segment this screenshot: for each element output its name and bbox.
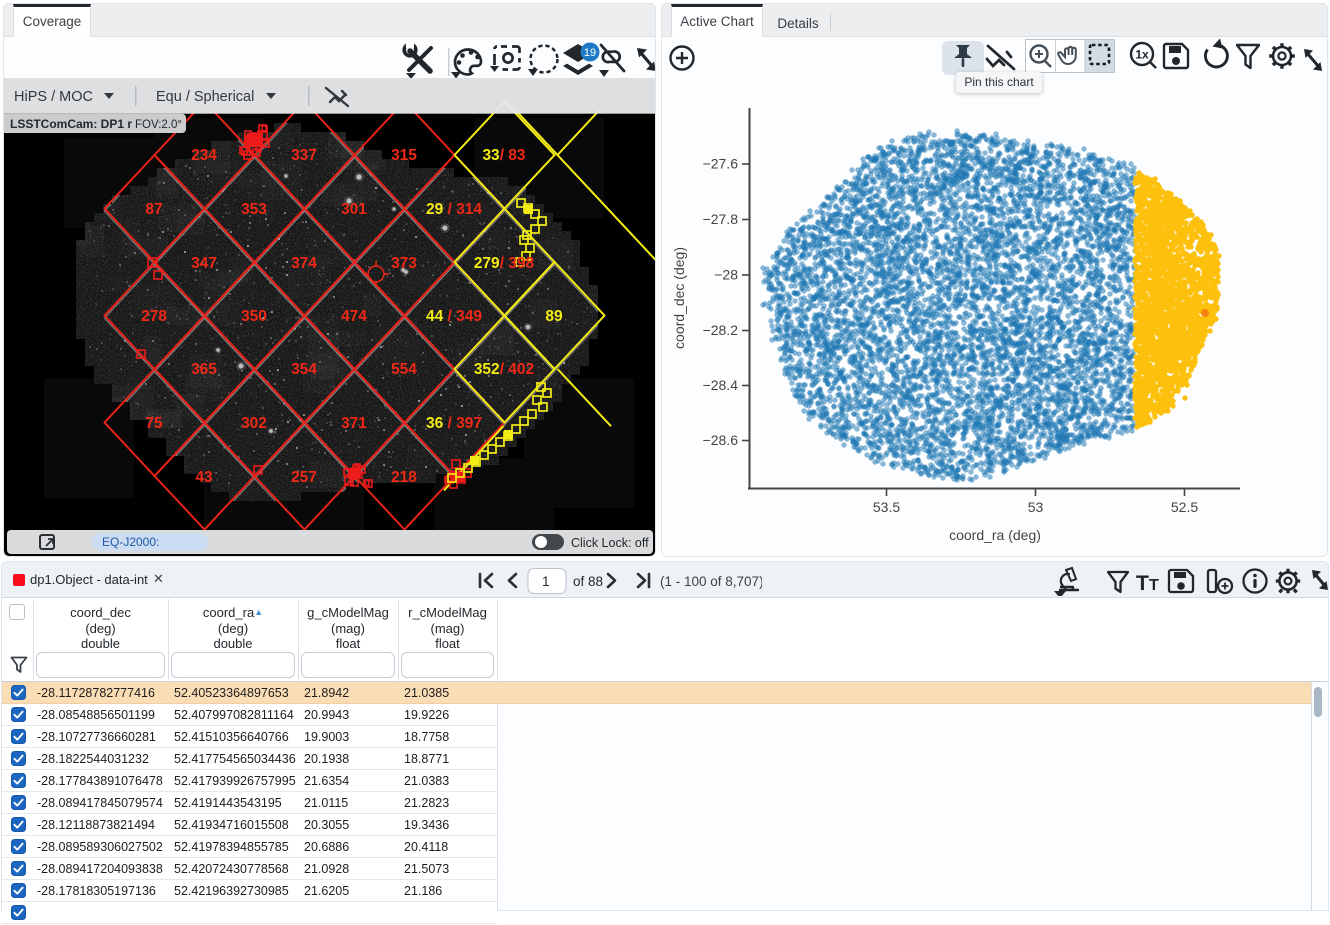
svg-text:87: 87: [145, 201, 162, 218]
svg-text:257: 257: [291, 469, 317, 486]
svg-text:354: 354: [291, 361, 317, 378]
svg-text:350: 350: [241, 308, 267, 325]
svg-text:36 / 397: 36 / 397: [426, 415, 482, 432]
svg-text:19: 19: [584, 47, 596, 59]
svg-text:LSSTComCam: DP1 r: LSSTComCam: DP1 r: [10, 117, 132, 131]
svg-text:29 / 314: 29 / 314: [426, 201, 482, 218]
svg-text:43: 43: [195, 469, 213, 486]
svg-text:FOV:2.0°: FOV:2.0°: [135, 119, 182, 131]
svg-text:HiPS / MOC: HiPS / MOC: [14, 89, 93, 105]
svg-text:33/ 83: 33/ 83: [482, 147, 525, 164]
svg-text:374: 374: [291, 255, 317, 272]
svg-text:365: 365: [191, 361, 217, 378]
svg-text:Click Lock: off: Click Lock: off: [571, 536, 649, 550]
svg-text:234: 234: [191, 147, 217, 164]
svg-text:279/ 398: 279/ 398: [474, 255, 535, 272]
svg-text:44 / 349: 44 / 349: [426, 308, 482, 325]
svg-text:315: 315: [391, 147, 417, 164]
svg-text:75: 75: [145, 415, 163, 432]
svg-text:337: 337: [291, 147, 317, 164]
svg-text:554: 554: [391, 361, 417, 378]
svg-text:474: 474: [341, 308, 367, 325]
svg-text:278: 278: [141, 308, 167, 325]
svg-text:373: 373: [391, 255, 417, 272]
svg-text:EQ-J2000:: EQ-J2000:: [102, 535, 159, 549]
svg-text:371: 371: [341, 415, 367, 432]
svg-text:347: 347: [191, 255, 217, 272]
svg-text:Equ / Spherical: Equ / Spherical: [156, 89, 254, 105]
svg-text:89: 89: [545, 308, 563, 325]
svg-text:353: 353: [241, 201, 267, 218]
svg-text:301: 301: [341, 201, 367, 218]
svg-text:218: 218: [391, 469, 417, 486]
svg-text:352/ 402: 352/ 402: [474, 361, 534, 378]
svg-text:302: 302: [241, 415, 267, 432]
